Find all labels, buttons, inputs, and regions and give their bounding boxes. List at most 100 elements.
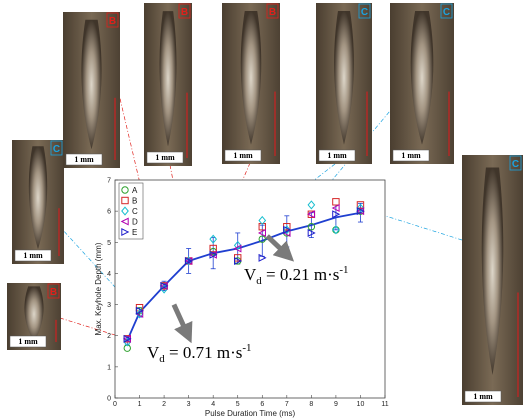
keyhole-shape [240,11,262,145]
series-tag: C [53,144,60,155]
scale-label-box [464,390,502,403]
x-axis-title: Pulse Duration Time (ms) [205,409,296,418]
keyhole-shape [410,11,434,145]
x-tick-label: 6 [260,401,264,408]
scale-label-box [14,249,52,262]
series-tag: C [512,159,519,170]
x-tick-label: 3 [187,401,191,408]
x-tick-label: 7 [285,401,289,408]
keyhole-shape [28,146,48,250]
data-point [307,210,316,219]
data-point [184,256,193,265]
y-tick-label: 2 [107,333,111,340]
legend-marker [121,196,129,205]
data-point [123,334,132,343]
legend-marker [121,206,129,216]
x-tick-label: 11 [381,401,388,408]
data-point [356,207,365,216]
y-tick-label: 7 [107,178,111,185]
scale-label: 1 mm [74,155,94,164]
x-tick-label: 4 [211,401,215,408]
keyhole-photo: 1 mm C [316,3,372,164]
data-point [135,306,144,315]
keyhole-photo: 1 mm B [222,3,280,164]
data-point [258,253,267,262]
series-tag: C [443,7,450,18]
legend-marker [121,186,129,194]
series-tag: B [181,7,188,18]
x-tick-label: 8 [309,401,313,408]
series-tag: B [269,7,276,18]
data-point [356,203,365,213]
x-tick-label: 10 [357,401,365,408]
arrow-071 [171,303,193,344]
series-tag-box [440,3,453,19]
series-tag: C [361,7,368,18]
data-point [283,225,292,234]
legend-marker [120,217,129,226]
legend-label: C [132,207,138,216]
leader-line [59,317,128,340]
scale-label: 1 mm [18,337,38,346]
keyhole-photo: 1 mm B [63,12,120,168]
legend-label: A [132,186,138,195]
keyhole-photo: 1 mm B [7,283,61,350]
scale-label-box [318,149,356,162]
data-point [184,256,193,266]
keyhole-shape [81,19,102,150]
series-tag-box [358,3,371,19]
scale-label-box [146,151,184,164]
scale-label: 1 mm [233,151,253,160]
series-c [123,200,365,347]
series-tag-box [47,283,60,299]
data-point [160,284,168,294]
legend-label: E [132,228,137,237]
keyhole-photo: 1 mm C [462,155,523,405]
data-point [160,281,169,290]
scale-label: 1 mm [473,392,493,401]
x-tick-label: 9 [334,401,338,408]
scale-label: 1 mm [401,151,421,160]
scale-label-box [9,335,47,348]
y-tick-label: 1 [107,364,111,371]
scale-label-box [224,149,262,162]
keyhole-photo: 1 mm C [390,3,454,164]
data-point [356,201,365,209]
data-point [135,309,144,319]
data-point [307,223,316,231]
series-tag-box [178,3,191,19]
velocity-label-071: Vd = 0.71 m·s-1 [147,342,252,365]
velocity-label-021: Vd = 0.21 m·s-1 [244,264,349,287]
data-point [307,200,316,210]
legend-marker [121,227,130,237]
arrow-021 [265,234,295,262]
data-point [307,228,316,237]
plot-frame [114,179,386,399]
data-point [258,235,266,243]
data-point [332,198,340,206]
data-point [209,250,218,259]
scale-label-box [65,153,103,166]
keyhole-photo: 1 mm C [12,140,64,264]
y-tick-label: 4 [107,271,111,278]
x-tick-label: 2 [162,401,166,408]
keyhole-shape [159,11,177,147]
series-tag: B [50,287,57,298]
y-axis-title: Max. Keyhole Depth (mm) [94,242,103,335]
data-point [332,225,340,235]
series-tag-box [509,155,522,171]
data-point [123,337,132,347]
scale-label: 1 mm [23,251,43,260]
keyhole-shape [24,286,44,342]
data-point [209,234,218,244]
data-point [258,215,267,226]
keyhole-shape [481,167,504,375]
y-tick-label: 3 [107,302,111,309]
series-tag: B [109,16,116,27]
y-tick-label: 5 [107,240,111,247]
data-point [233,244,242,253]
data-point [282,225,291,235]
